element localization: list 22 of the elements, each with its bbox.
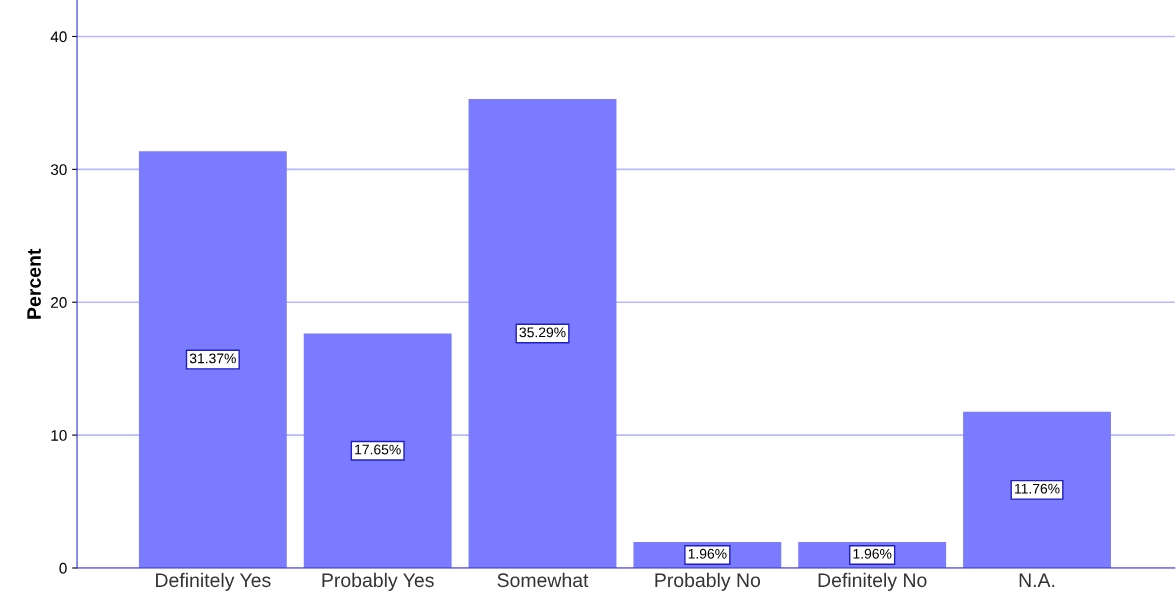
data-label: 35.29% bbox=[519, 327, 566, 338]
data-label: 1.96% bbox=[688, 548, 727, 559]
y-axis-title: Percent bbox=[27, 248, 41, 319]
bar bbox=[303, 333, 452, 568]
x-tick-label: Somewhat bbox=[497, 572, 589, 588]
y-tick-label: 0 bbox=[59, 562, 67, 574]
data-label: 17.65% bbox=[355, 444, 401, 455]
data-label: 31.37% bbox=[189, 353, 236, 364]
y-tick-label: 30 bbox=[50, 164, 67, 176]
x-tick-label: Definitely Yes bbox=[156, 572, 271, 591]
x-tick-label: N.A. bbox=[1019, 573, 1055, 587]
y-tick-label: 40 bbox=[50, 31, 67, 43]
data-label: 11.76% bbox=[1015, 483, 1060, 494]
x-tick-label: Definitely No bbox=[818, 572, 927, 591]
y-tick-label: 10 bbox=[51, 429, 67, 441]
bar bbox=[138, 151, 287, 568]
bar bbox=[963, 411, 1111, 568]
x-tick-label: Probably No bbox=[655, 572, 761, 591]
y-tick-label: 20 bbox=[51, 297, 67, 308]
bar bbox=[468, 99, 617, 568]
data-label: 1.96% bbox=[853, 548, 892, 559]
x-tick-label: Probably Yes bbox=[322, 572, 434, 591]
